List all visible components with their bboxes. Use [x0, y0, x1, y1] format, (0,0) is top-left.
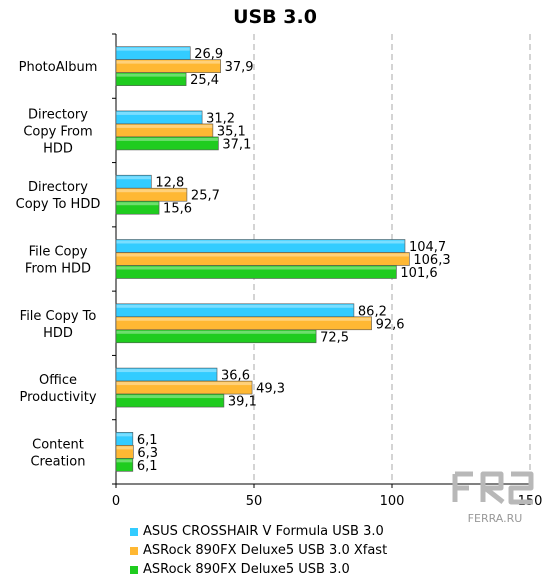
data-label: 39,1: [228, 395, 257, 410]
data-label: 25,4: [190, 73, 219, 88]
bar-highlight: [116, 330, 316, 334]
legend-swatch: [130, 565, 138, 574]
legend-label: ASUS CROSSHAIR V Formula USB 3.0: [143, 524, 384, 539]
data-label: 49,3: [256, 382, 285, 397]
category-label: Productivity: [19, 390, 96, 405]
bar-highlight: [116, 73, 186, 77]
data-label: 86,2: [358, 304, 387, 319]
data-label: 12,8: [155, 176, 184, 191]
category-label: Copy To HDD: [16, 197, 101, 212]
bar: [115, 136, 219, 151]
data-label: 37,1: [222, 137, 251, 152]
bar-highlight: [116, 189, 187, 193]
category-label: Creation: [30, 454, 85, 469]
data-label: 26,9: [194, 47, 223, 62]
bar-highlight: [116, 459, 133, 463]
bar-highlight: [116, 60, 221, 64]
bar-highlight: [116, 137, 218, 141]
data-label: 15,6: [163, 202, 192, 217]
bar: [115, 265, 397, 279]
data-label: 31,2: [206, 111, 235, 126]
category-label: From HDD: [25, 262, 91, 277]
bar-highlight: [116, 433, 133, 437]
legend-label: ASRock 890FX Deluxe5 USB 3.0: [143, 562, 350, 577]
category-label: Copy From: [23, 124, 92, 139]
category-label: Directory: [28, 107, 88, 122]
legend-item: ASUS CROSSHAIR V Formula USB 3.0: [130, 522, 387, 541]
ferra-logo: FERRA.RU: [452, 471, 534, 525]
data-label: 37,9: [225, 60, 254, 75]
category-label: File Copy To: [20, 309, 97, 324]
bar: [115, 458, 134, 472]
data-label: 25,7: [191, 189, 220, 204]
bar-highlight: [116, 240, 405, 244]
legend-item: ASRock 890FX Deluxe5 USB 3.0 Xfast: [130, 541, 387, 560]
data-label: 101,6: [400, 266, 437, 281]
bar-highlight: [116, 253, 409, 257]
category-label: HDD: [43, 141, 73, 156]
legend: ASUS CROSSHAIR V Formula USB 3.0 ASRock 8…: [130, 522, 387, 579]
bar-highlight: [116, 176, 151, 180]
bar-highlight: [116, 111, 202, 115]
bar-highlight: [116, 382, 252, 386]
data-label: 6,1: [137, 433, 158, 448]
category-label: File Copy: [29, 245, 88, 260]
bar: [115, 329, 317, 344]
category-label: Content: [32, 437, 84, 452]
bar-highlight: [116, 124, 213, 128]
category-label: Directory: [28, 180, 88, 195]
data-label: 6,1: [137, 459, 158, 474]
bar-highlight: [116, 446, 133, 450]
chart-title: USB 3.0: [233, 6, 317, 28]
bar-highlight: [116, 369, 217, 373]
bar-highlight: [116, 304, 354, 308]
category-label: HDD: [43, 326, 73, 341]
category-label: Office: [39, 373, 77, 388]
bar-highlight: [116, 47, 190, 51]
data-label: 36,6: [221, 369, 250, 384]
data-label: 92,6: [376, 317, 405, 332]
bar: [115, 72, 187, 86]
bar-highlight: [116, 395, 224, 399]
bar-highlight: [116, 202, 159, 206]
x-tick-label: 100: [380, 494, 405, 509]
category-label: PhotoAlbum: [19, 60, 98, 75]
data-label: 6,3: [137, 446, 158, 461]
data-label: 106,3: [413, 253, 450, 268]
legend-swatch: [130, 546, 138, 555]
watermark-text: FERRA.RU: [468, 512, 523, 525]
data-label: 72,5: [320, 330, 349, 345]
x-tick-label: 50: [246, 494, 263, 509]
legend-label: ASRock 890FX Deluxe5 USB 3.0 Xfast: [143, 543, 388, 558]
x-tick-label: 0: [112, 494, 120, 509]
legend-swatch: [130, 527, 138, 536]
bar: [115, 393, 225, 408]
legend-item: ASRock 890FX Deluxe5 USB 3.0: [130, 560, 387, 579]
data-label: 35,1: [217, 124, 246, 139]
bar: [115, 200, 160, 215]
data-label: 104,7: [409, 240, 446, 255]
bar-highlight: [116, 317, 372, 321]
bar-highlight: [116, 266, 396, 270]
